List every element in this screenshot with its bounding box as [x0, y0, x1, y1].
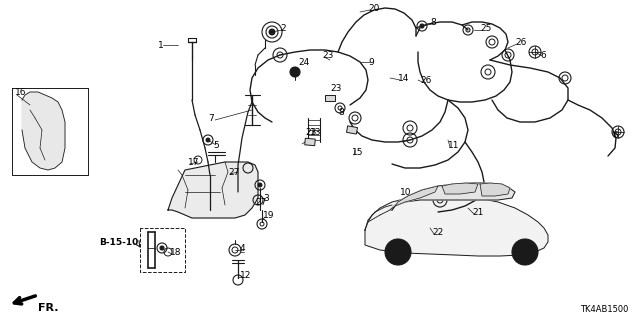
Text: 4: 4 [240, 244, 246, 252]
FancyBboxPatch shape [346, 126, 358, 134]
Circle shape [522, 249, 528, 255]
Text: 25: 25 [480, 23, 492, 33]
Text: 27: 27 [228, 167, 239, 177]
Circle shape [420, 24, 424, 28]
Text: 3: 3 [263, 194, 269, 203]
Text: 1: 1 [158, 41, 164, 50]
Text: 10: 10 [400, 188, 412, 196]
Polygon shape [168, 162, 258, 218]
Text: 24: 24 [298, 58, 309, 67]
Text: 6: 6 [612, 131, 618, 140]
Text: 9: 9 [368, 58, 374, 67]
FancyBboxPatch shape [305, 138, 316, 146]
Text: B-15-10: B-15-10 [99, 237, 138, 246]
Text: 23: 23 [322, 51, 333, 60]
Text: 7: 7 [208, 114, 214, 123]
Text: 20: 20 [368, 4, 380, 12]
Text: 17: 17 [188, 157, 200, 166]
Circle shape [395, 249, 401, 255]
Text: 26: 26 [420, 76, 431, 84]
Text: 27: 27 [255, 197, 266, 206]
Polygon shape [480, 183, 510, 196]
Text: 15: 15 [352, 148, 364, 156]
Text: 21: 21 [472, 207, 483, 217]
Text: 8: 8 [430, 18, 436, 27]
Circle shape [269, 29, 275, 35]
Text: 5: 5 [213, 140, 219, 149]
Circle shape [512, 239, 538, 265]
Text: 22: 22 [432, 228, 444, 236]
Circle shape [206, 138, 210, 142]
Polygon shape [392, 183, 515, 210]
Text: 13: 13 [310, 127, 321, 137]
Text: 19: 19 [263, 211, 275, 220]
Text: 23: 23 [305, 127, 316, 137]
Polygon shape [365, 196, 548, 256]
Circle shape [518, 245, 532, 259]
Text: 18: 18 [170, 247, 182, 257]
Text: 12: 12 [240, 270, 252, 279]
Text: TK4AB1500: TK4AB1500 [580, 305, 628, 314]
Polygon shape [392, 186, 438, 210]
Polygon shape [22, 92, 65, 170]
Polygon shape [442, 183, 478, 194]
Text: 26: 26 [515, 37, 526, 46]
Text: 14: 14 [398, 74, 410, 83]
Text: 2: 2 [280, 23, 285, 33]
Circle shape [160, 246, 164, 250]
Text: FR.: FR. [38, 303, 58, 313]
Text: 11: 11 [448, 140, 460, 149]
Text: 16: 16 [15, 87, 26, 97]
Circle shape [391, 245, 405, 259]
Circle shape [385, 239, 411, 265]
Text: 23: 23 [330, 84, 341, 92]
Circle shape [290, 67, 300, 77]
Text: 6: 6 [540, 51, 546, 60]
Circle shape [258, 183, 262, 187]
FancyBboxPatch shape [325, 95, 335, 101]
Text: 8: 8 [338, 108, 344, 116]
